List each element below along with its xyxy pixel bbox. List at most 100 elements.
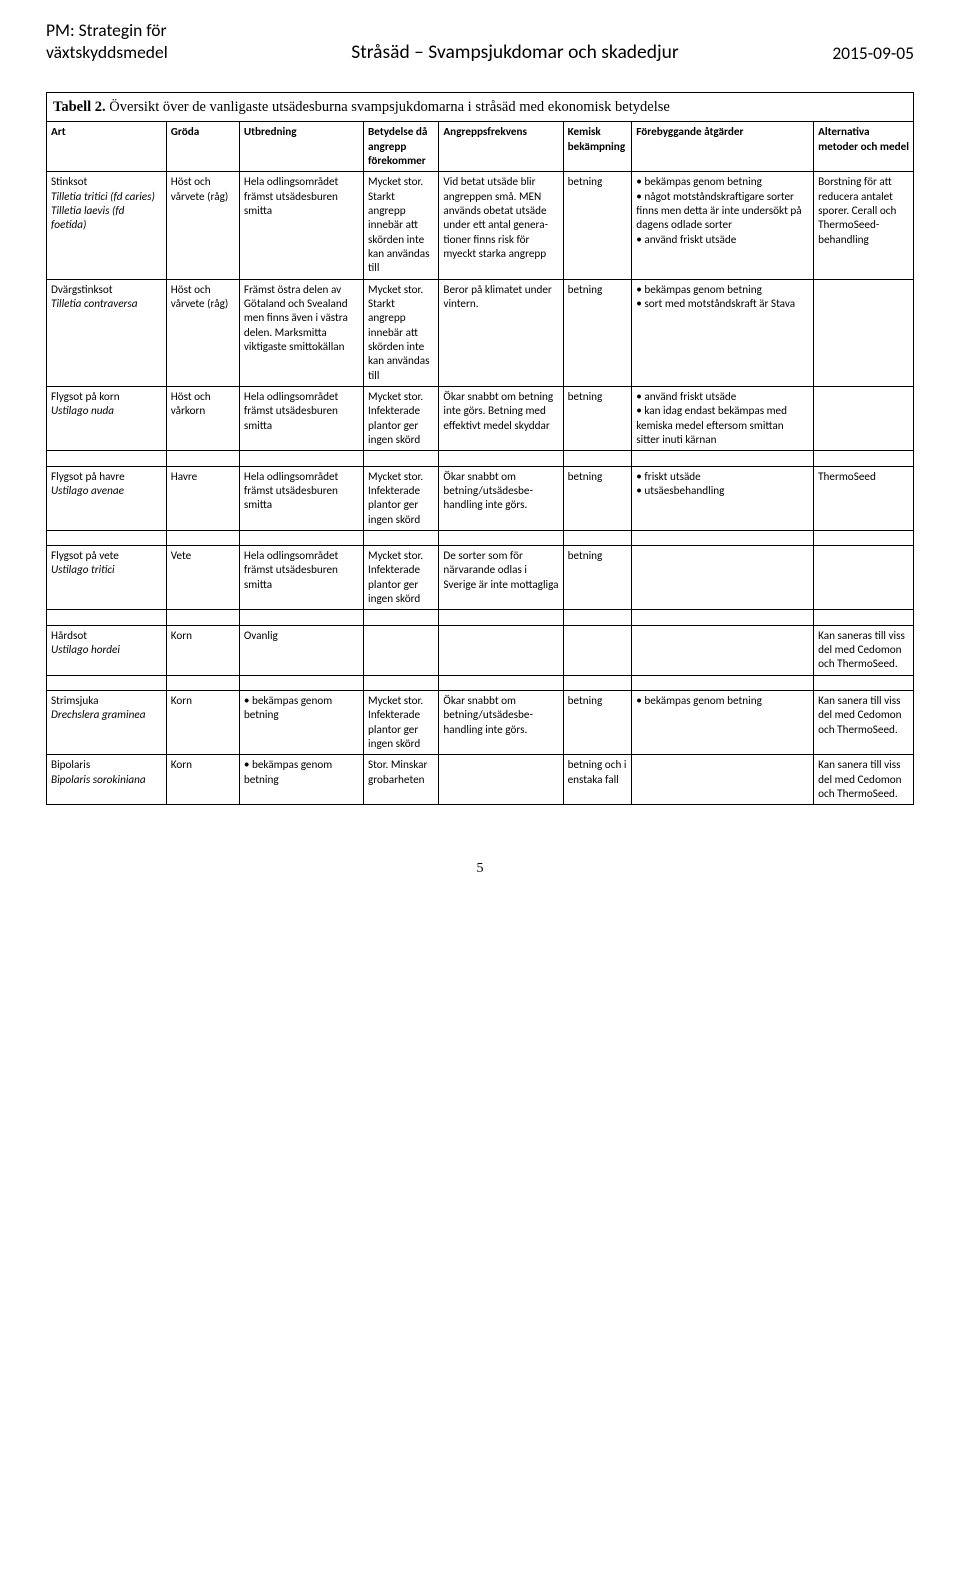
spacer-cell	[563, 610, 632, 625]
cell-art: Flygsot på kornUstilago nuda	[47, 386, 167, 450]
cell-groda: Vete	[166, 546, 239, 610]
cell-frekvens	[439, 755, 563, 805]
cell-alternativa	[814, 279, 914, 386]
table-header-row: Art Gröda Utbredning Betydelse då angrep…	[47, 122, 914, 172]
cell-groda: Havre	[166, 466, 239, 530]
spacer-cell	[364, 610, 439, 625]
header-left-line1: PM: Strategin för	[46, 19, 167, 41]
spacer-cell	[47, 610, 167, 625]
header-left-line2: växtskyddsmedel	[46, 41, 168, 63]
cell-groda: Korn	[166, 691, 239, 755]
table-row: StrimsjukaDrechslera gramineaKorn• bekäm…	[47, 691, 914, 755]
cell-frekvens: Vid betat utsäde blir angreppen små. MEN…	[439, 172, 563, 279]
cell-forebyggande: • bekämpas genom betning	[632, 691, 814, 755]
cell-frekvens: Ökar snabbt om betning/utsädesbe- handli…	[439, 466, 563, 530]
cell-kemisk: betning	[563, 279, 632, 386]
spacer-cell	[364, 530, 439, 545]
cell-betydelse: Mycket stor. Infekterade plantor ger ing…	[364, 386, 439, 450]
cell-art: Flygsot på veteUstilago tritici	[47, 546, 167, 610]
cell-forebyggande: • friskt utsäde• utsäesbehandling	[632, 466, 814, 530]
page-number: 5	[46, 861, 914, 877]
cell-forebyggande	[632, 546, 814, 610]
species-common: Flygsot på havre	[51, 470, 125, 484]
cell-groda: Höst och vårkorn	[166, 386, 239, 450]
caption-rest: Översikt över de vanligaste utsädesburna…	[106, 99, 670, 115]
spacer-cell	[239, 451, 363, 466]
cell-kemisk: betning	[563, 386, 632, 450]
cell-utbredning: Hela odlingsområdet främst utsädesburen …	[239, 386, 363, 450]
cell-utbredning: Främst östra delen av Götaland och Sveal…	[239, 279, 363, 386]
species-common: Stinksot	[51, 175, 87, 189]
cell-groda: Höst och vårvete (råg)	[166, 172, 239, 279]
table-row: Flygsot på havreUstilago avenaeHavreHela…	[47, 466, 914, 530]
cell-forebyggande: • bekämpas genom betning• något motstånd…	[632, 172, 814, 279]
cell-kemisk	[563, 625, 632, 675]
spacer-cell	[364, 675, 439, 690]
species-common: Strimsjuka	[51, 694, 98, 708]
spacer-cell	[166, 451, 239, 466]
cell-betydelse	[364, 625, 439, 675]
header-left: PM: Strategin för växtskyddsmedel	[46, 20, 256, 64]
document-page: PM: Strategin för växtskyddsmedel Stråsä…	[0, 0, 960, 897]
table-caption-row: Tabell 2. Översikt över de vanligaste ut…	[47, 92, 914, 122]
cell-betydelse: Mycket stor. Infekterade plantor ger ing…	[364, 466, 439, 530]
col-alt: Alternativa metoder och medel	[814, 122, 914, 172]
cell-betydelse: Mycket stor. Starkt angrepp innebär att …	[364, 172, 439, 279]
species-common: Hårdsot	[51, 629, 87, 643]
spacer-cell	[814, 675, 914, 690]
cell-art: Flygsot på havreUstilago avenae	[47, 466, 167, 530]
spacer-cell	[563, 451, 632, 466]
col-bet: Betydelse då angrepp förekommer	[364, 122, 439, 172]
col-utbr: Utbredning	[239, 122, 363, 172]
species-latin: Ustilago avenae	[51, 484, 124, 498]
table-row: DvärgstinksotTilletia contraversaHöst oc…	[47, 279, 914, 386]
spacer-cell	[47, 530, 167, 545]
table-row: BipolarisBipolaris sorokinianaKorn• bekä…	[47, 755, 914, 805]
species-common: Dvärgstinksot	[51, 283, 113, 297]
cell-betydelse: Mycket stor. Starkt angrepp innebär att …	[364, 279, 439, 386]
species-latin: Ustilago tritici	[51, 563, 115, 577]
cell-utbredning: • bekämpas genom betning	[239, 755, 363, 805]
cell-groda: Korn	[166, 625, 239, 675]
cell-alternativa: Borstning för att reducera antalet spore…	[814, 172, 914, 279]
cell-frekvens: De sorter som för närvarande odlas i Sve…	[439, 546, 563, 610]
spacer-row	[47, 675, 914, 690]
spacer-cell	[563, 675, 632, 690]
cell-alternativa: Kan saneras till viss del med Cedomon oc…	[814, 625, 914, 675]
cell-kemisk: betning	[563, 691, 632, 755]
caption-prefix: Tabell 2.	[53, 99, 106, 115]
cell-kemisk: betning	[563, 466, 632, 530]
species-latin: Tilletia contraversa	[51, 297, 138, 311]
cell-utbredning: Ovanlig	[239, 625, 363, 675]
cell-forebyggande: • använd friskt utsäde• kan idag endast …	[632, 386, 814, 450]
col-groda: Gröda	[166, 122, 239, 172]
spacer-cell	[439, 530, 563, 545]
spacer-cell	[439, 675, 563, 690]
cell-alternativa	[814, 546, 914, 610]
cell-utbredning: • bekämpas genom betning	[239, 691, 363, 755]
spacer-cell	[632, 675, 814, 690]
spacer-cell	[239, 675, 363, 690]
spacer-cell	[439, 451, 563, 466]
table-caption: Tabell 2. Översikt över de vanligaste ut…	[47, 92, 914, 122]
table-row: HårdsotUstilago hordeiKornOvanlig Kan san…	[47, 625, 914, 675]
spacer-cell	[364, 451, 439, 466]
cell-utbredning: Hela odlingsområdet främst utsädesburen …	[239, 466, 363, 530]
cell-frekvens	[439, 625, 563, 675]
spacer-cell	[814, 451, 914, 466]
spacer-cell	[632, 530, 814, 545]
spacer-cell	[632, 610, 814, 625]
cell-frekvens: Beror på klimatet under vintern.	[439, 279, 563, 386]
disease-table: Tabell 2. Översikt över de vanligaste ut…	[46, 92, 914, 806]
cell-art: HårdsotUstilago hordei	[47, 625, 167, 675]
cell-betydelse: Mycket stor. Infekterade plantor ger ing…	[364, 691, 439, 755]
spacer-cell	[439, 610, 563, 625]
spacer-cell	[239, 610, 363, 625]
cell-kemisk: betning	[563, 172, 632, 279]
cell-art: StrimsjukaDrechslera graminea	[47, 691, 167, 755]
cell-alternativa	[814, 386, 914, 450]
spacer-cell	[239, 530, 363, 545]
cell-betydelse: Stor. Minskar grobarheten	[364, 755, 439, 805]
col-art: Art	[47, 122, 167, 172]
col-for: Förebyggande åtgärder	[632, 122, 814, 172]
